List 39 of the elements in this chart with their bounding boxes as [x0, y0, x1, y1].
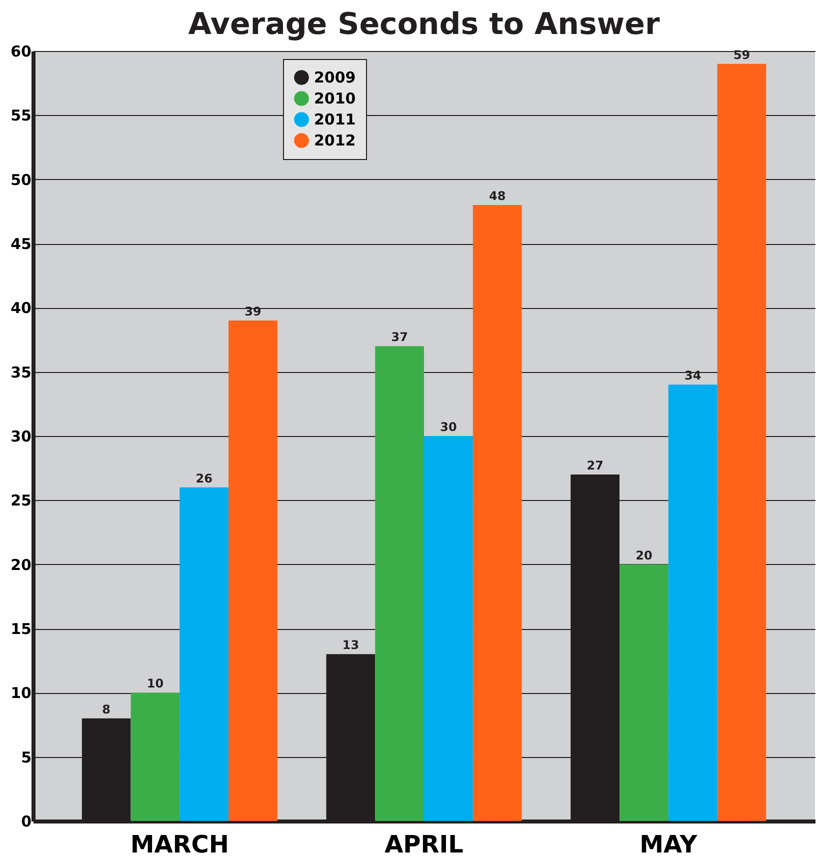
bar	[130, 692, 180, 821]
x-tick-label: APRIL	[384, 830, 464, 858]
data-label: 26	[196, 471, 212, 486]
data-label: 8	[102, 702, 110, 716]
data-label: 30	[440, 420, 457, 434]
x-tick-label: MARCH	[130, 830, 229, 858]
bar	[424, 436, 473, 821]
x-tick-label: MAY	[640, 830, 698, 858]
data-label: 10	[146, 676, 164, 691]
bar	[472, 205, 522, 821]
data-label: 37	[391, 330, 408, 344]
bar	[620, 564, 668, 821]
data-label: 20	[636, 548, 652, 562]
y-tick-label: 15	[10, 620, 32, 638]
data-label: 27	[586, 458, 604, 472]
y-tick-label: 50	[10, 170, 32, 189]
legend-label: 2011	[314, 110, 356, 128]
data-label: 48	[488, 189, 506, 203]
y-tick-label: 25	[10, 492, 32, 510]
bar	[668, 384, 718, 821]
legend-label: 2012	[314, 132, 356, 150]
y-tick-label: 55	[10, 106, 32, 125]
y-tick-label: 40	[10, 299, 32, 318]
y-tick-label: 45	[10, 235, 32, 253]
y-tick-label: 30	[10, 428, 32, 446]
legend-label: 2010	[314, 90, 356, 108]
legend-label: 2009	[314, 68, 356, 86]
y-tick-label: 0	[21, 812, 32, 830]
bar	[180, 487, 228, 821]
y-tick-label: 10	[10, 684, 32, 702]
y-tick-label: 60	[10, 42, 32, 60]
y-tick-label: 20	[10, 556, 32, 574]
chart-title: Average Seconds to Answer	[188, 7, 660, 42]
y-tick-label: 35	[10, 363, 32, 382]
y-tick-label: 5	[21, 748, 32, 766]
bar	[375, 346, 424, 821]
bar	[717, 64, 766, 821]
data-label: 13	[342, 638, 360, 652]
bar	[228, 320, 278, 821]
